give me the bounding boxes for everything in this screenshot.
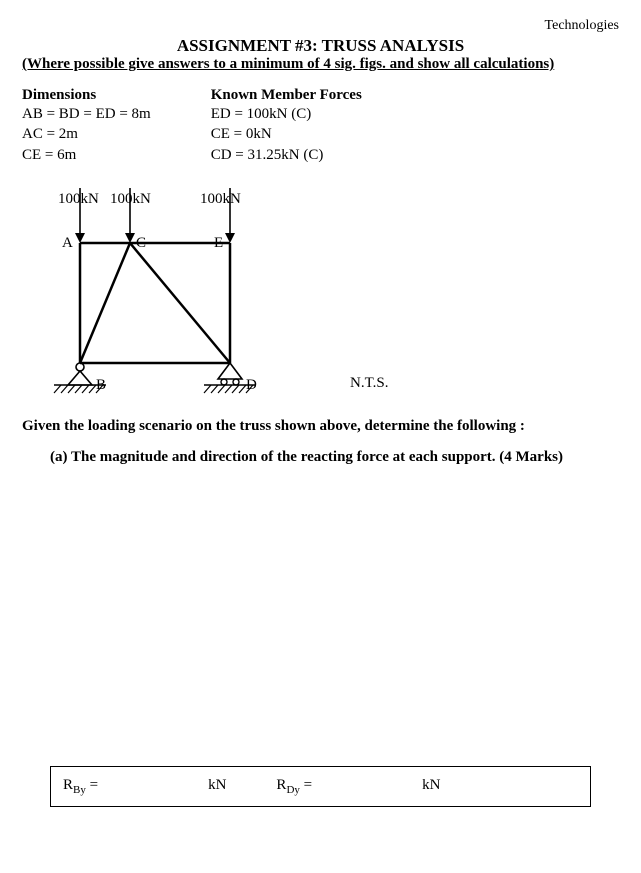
svg-text:100kN: 100kN xyxy=(110,191,151,207)
svg-text:N.T.S.: N.T.S. xyxy=(350,375,388,391)
forces-heading: Known Member Forces xyxy=(211,87,362,104)
dim-line2: AC = 2m xyxy=(22,124,151,144)
rby-unit: kN xyxy=(208,777,226,796)
corner-label: Technologies xyxy=(22,18,619,34)
rby-label: RBy = xyxy=(63,777,98,796)
force-line1: ED = 100kN (C) xyxy=(211,104,362,124)
svg-text:E: E xyxy=(214,235,223,251)
dimensions-heading: Dimensions xyxy=(22,87,151,104)
rdy-label: RDy = xyxy=(276,777,312,796)
forces-col: Known Member Forces ED = 100kN (C) CE = … xyxy=(211,87,362,165)
truss-figure: 100kN100kN100kNACEBDN.T.S. xyxy=(40,173,619,408)
svg-text:C: C xyxy=(136,235,146,251)
force-line2: CE = 0kN xyxy=(211,124,362,144)
part-a-text: (a) The magnitude and direction of the r… xyxy=(50,449,619,466)
svg-text:A: A xyxy=(62,235,73,251)
dimensions-col: Dimensions AB = BD = ED = 8m AC = 2m CE … xyxy=(22,87,151,165)
page-subtitle: (Where possible give answers to a minimu… xyxy=(22,56,619,73)
svg-text:100kN: 100kN xyxy=(58,191,99,207)
svg-text:100kN: 100kN xyxy=(200,191,241,207)
dim-line1: AB = BD = ED = 8m xyxy=(22,104,151,124)
force-line3: CD = 31.25kN (C) xyxy=(211,145,362,165)
rdy-unit: kN xyxy=(422,777,440,796)
answer-box: RBy = kN RDy = kN xyxy=(50,766,591,807)
page-title: ASSIGNMENT #3: TRUSS ANALYSIS xyxy=(22,36,619,56)
info-columns: Dimensions AB = BD = ED = 8m AC = 2m CE … xyxy=(22,87,619,165)
question-text: Given the loading scenario on the truss … xyxy=(22,418,619,435)
dim-line3: CE = 6m xyxy=(22,145,151,165)
